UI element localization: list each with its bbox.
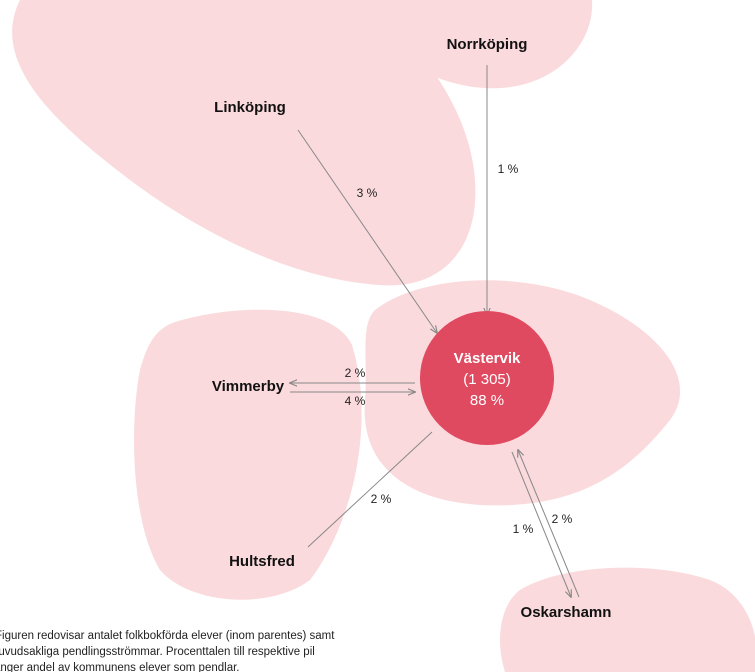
region-oskarshamn [500, 567, 755, 672]
arrow [518, 450, 580, 598]
region-norrkoping [330, 0, 593, 89]
edge-label: 2 % [371, 492, 392, 506]
center-node [420, 311, 554, 445]
node-label: Linköping [214, 99, 286, 116]
edge-label: 1 % [513, 522, 534, 536]
footnote: anger andel av kommunens elever som pend… [0, 662, 239, 672]
edge-label: 1 % [498, 162, 519, 176]
node-label: Hultsfred [229, 553, 295, 570]
arrow [307, 431, 433, 548]
arrow [511, 451, 571, 597]
edge-label: 2 % [345, 366, 366, 380]
arrow [297, 129, 437, 333]
edge-label: 2 % [552, 512, 573, 526]
edge-label: 3 % [357, 186, 378, 200]
node-label: Oskarshamn [521, 604, 612, 621]
center-share: 88 % [470, 392, 504, 409]
edge-label: 4 % [345, 394, 366, 408]
region-linkoping [12, 0, 476, 286]
node-label: Norrköping [447, 36, 528, 53]
footnote: Figuren redovisar antalet folkbokförda e… [0, 630, 335, 642]
region-vimmerby [134, 309, 362, 600]
center-count: (1 305) [463, 371, 511, 388]
center-label: Västervik [454, 350, 521, 367]
footnote: huvudsakliga pendlingsströmmar. Procentt… [0, 646, 315, 658]
node-label: Vimmerby [212, 378, 285, 395]
